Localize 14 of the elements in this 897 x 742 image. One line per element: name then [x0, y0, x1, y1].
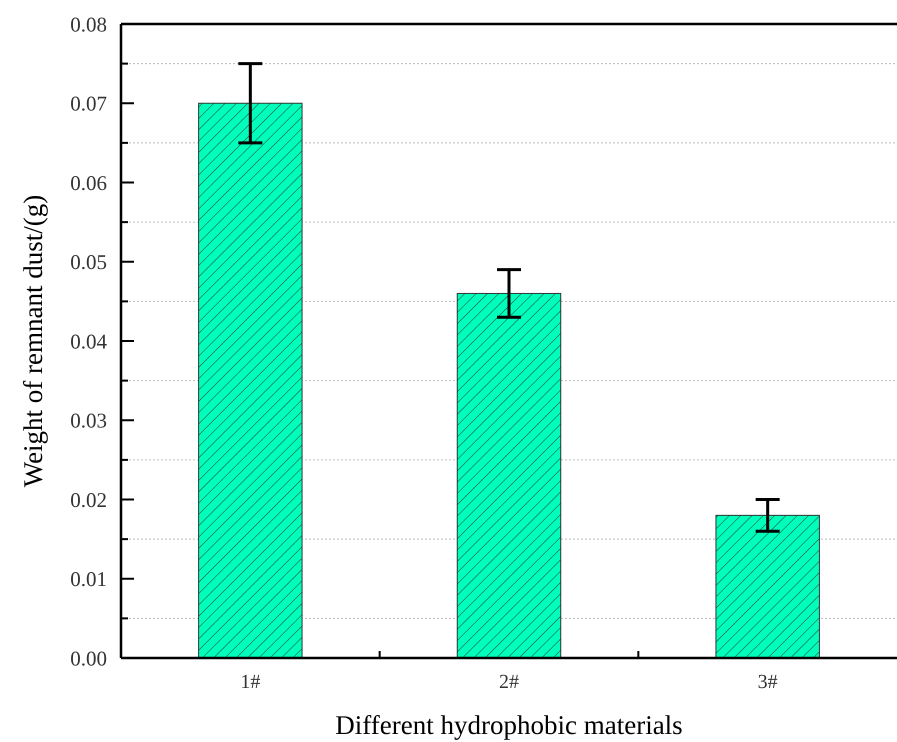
y-tick-label: 0.06	[70, 170, 107, 195]
y-tick-label: 0.00	[70, 646, 107, 670]
y-axis-title: Weight of remnant dust/(g)	[18, 194, 48, 488]
x-tick-label: 1#	[240, 671, 260, 693]
y-tick-label: 0.02	[70, 488, 107, 512]
y-tick-label: 0.03	[70, 408, 107, 433]
y-tick-label: 0.05	[70, 250, 107, 274]
x-tick-label: 3#	[758, 671, 778, 693]
y-tick-label: 0.07	[70, 92, 107, 116]
x-axis-title: Different hydrophobic materials	[335, 710, 683, 740]
y-tick-label: 0.08	[70, 12, 107, 36]
y-tick-label: 0.01	[70, 567, 107, 592]
x-tick-label: 2#	[499, 671, 519, 693]
y-tick-label: 0.04	[70, 329, 108, 354]
